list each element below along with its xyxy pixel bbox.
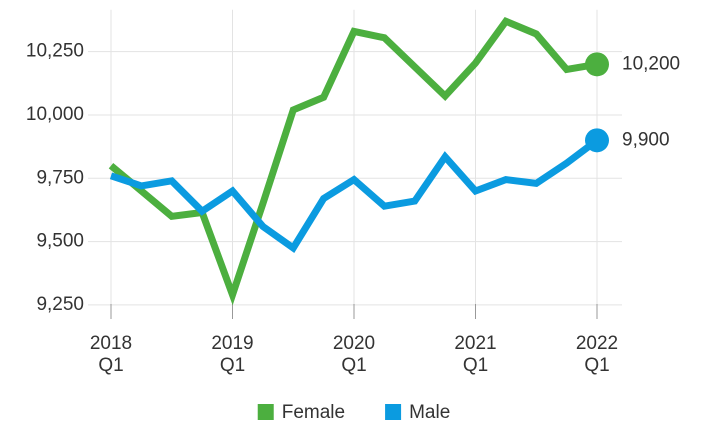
value-label: 9,900 (622, 129, 670, 150)
series-line (109, 137, 600, 253)
legend-swatch (385, 404, 402, 420)
y-tick-label: 9,250 (36, 294, 84, 315)
legend-label: Female (282, 402, 345, 423)
legend-label: Male (409, 402, 450, 423)
end-point (585, 52, 609, 77)
legend: Female Male (257, 402, 450, 423)
x-tick-label: 2019 Q1 (211, 333, 254, 376)
y-tick-label: 10,000 (26, 104, 84, 125)
end-point (585, 128, 609, 153)
x-tick-label: 2021 Q1 (454, 333, 497, 376)
x-tick-label: 2020 Q1 (332, 333, 376, 376)
y-tick-label: 9,500 (36, 231, 84, 252)
series-line (108, 17, 598, 306)
y-tick-label: 10,250 (26, 41, 84, 62)
legend-swatch (257, 404, 274, 420)
y-tick-label: 9,750 (36, 167, 84, 188)
x-tick-label: 2018 Q1 (89, 333, 133, 376)
x-tick-label: 2022 Q1 (575, 333, 619, 376)
value-label: 10,200 (622, 53, 680, 74)
